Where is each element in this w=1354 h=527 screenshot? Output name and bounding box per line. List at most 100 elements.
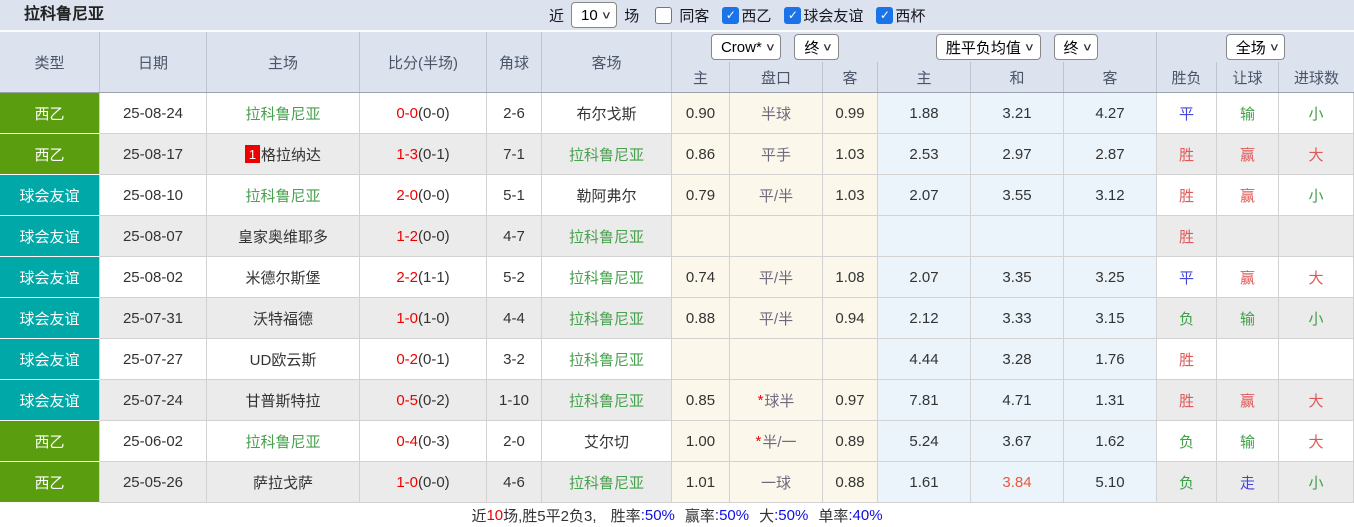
home-team-name: 拉科鲁尼亚: [245, 433, 321, 451]
avg-stage-value: 终: [1063, 39, 1079, 57]
score-halftime: (0-0): [418, 473, 450, 491]
avg-draw-cell: 4.71: [971, 380, 1064, 421]
score-halftime: (0-0): [418, 186, 450, 204]
result-handicap-cell: 走: [1217, 462, 1279, 503]
league-filter-checkbox[interactable]: [722, 6, 740, 24]
corner-cell: 5-1: [487, 175, 542, 216]
score-halftime: (0-3): [418, 432, 450, 450]
team-title: 拉科鲁尼亚: [24, 6, 105, 23]
avg-draw-cell: 3.35: [971, 257, 1064, 298]
chevron-down-icon: ∨: [764, 40, 776, 53]
away-team-cell: 拉科鲁尼亚: [542, 216, 672, 257]
col-header-date: 日期: [100, 32, 207, 92]
subcol-handicap-result: 让球: [1217, 62, 1279, 92]
avg-selects-section: 胜平负均值 ∨ 终 ∨: [878, 32, 1157, 62]
handicap-cell: 平/半: [730, 175, 823, 216]
match-type-cell: 西乙: [0, 462, 100, 503]
recent-count-select[interactable]: 10 ∨: [571, 2, 618, 28]
odds-home-cell: 0.79: [672, 175, 730, 216]
table-row: 西乙 25-08-24 拉科鲁尼亚 0-0 (0-0) 2-6 布尔戈斯 0.90…: [0, 93, 1354, 134]
away-team-cell: 拉科鲁尼亚: [542, 257, 672, 298]
home-team-name: 皇家奥维耶多: [237, 228, 328, 246]
away-team-name: 拉科鲁尼亚: [568, 228, 644, 246]
table-row: 西乙 25-05-26 萨拉戈萨 1-0 (0-0) 4-6 拉科鲁尼亚 1.01…: [0, 462, 1354, 503]
result-wdl-cell: 胜: [1157, 134, 1217, 175]
corner-cell: 2-6: [487, 93, 542, 134]
match-type-cell: 西乙: [0, 93, 100, 134]
date-cell: 25-08-24: [100, 93, 207, 134]
handicap-star: *: [757, 391, 764, 409]
handicap-cell: * 球半: [730, 380, 823, 421]
odds-away-cell: 0.89: [823, 421, 878, 462]
stat-value: :50%: [640, 506, 675, 524]
away-team-cell: 拉科鲁尼亚: [542, 380, 672, 421]
avg-home-cell: 4.44: [878, 339, 971, 380]
league-filter-checkbox[interactable]: [784, 6, 802, 24]
avg-draw-cell: 3.67: [971, 421, 1064, 462]
result-goals-cell: 小: [1279, 175, 1354, 216]
away-team-cell: 拉科鲁尼亚: [542, 298, 672, 339]
subcol-avg-draw: 和: [971, 62, 1064, 92]
home-team-cell: 拉科鲁尼亚: [207, 175, 360, 216]
odds-company-select[interactable]: Crow* ∨: [710, 34, 782, 60]
avg-away-cell: 3.15: [1064, 298, 1157, 339]
home-team-cell: 拉科鲁尼亚: [207, 421, 360, 462]
result-handicap-cell: 输: [1217, 421, 1279, 462]
away-team-cell: 拉科鲁尼亚: [542, 134, 672, 175]
score-fulltime: 1-2: [396, 227, 418, 245]
result-wdl-cell: 负: [1157, 298, 1217, 339]
matches-label: 场: [624, 7, 640, 25]
handicap-cell: 半球: [730, 93, 823, 134]
result-handicap-cell: 赢: [1217, 134, 1279, 175]
match-type-cell: 球会友谊: [0, 216, 100, 257]
odds-home-cell: 0.86: [672, 134, 730, 175]
scope-select-section: 全场 ∨: [1157, 32, 1354, 62]
filter-controls: 近 10∨ 场 同客 西乙 球会友谊 西杯: [549, 0, 925, 30]
subcol-avg-away: 客: [1064, 62, 1157, 92]
subcol-wdl: 胜负: [1157, 62, 1217, 92]
result-goals-cell: [1279, 339, 1354, 380]
avg-home-cell: 2.12: [878, 298, 971, 339]
handicap-text: 平/半: [758, 187, 794, 205]
result-handicap-cell: [1217, 339, 1279, 380]
odds-stage-select[interactable]: 终 ∨: [794, 34, 840, 60]
league-filter-checkbox[interactable]: [876, 6, 894, 24]
home-team-name: 萨拉戈萨: [252, 474, 313, 492]
chevron-down-icon: ∨: [1023, 40, 1035, 53]
match-scope-select[interactable]: 全场 ∨: [1225, 34, 1286, 60]
date-cell: 25-08-10: [100, 175, 207, 216]
avg-home-cell: 2.07: [878, 257, 971, 298]
league-filter: 西乙: [722, 5, 771, 26]
home-team-cell: 甘普斯特拉: [207, 380, 360, 421]
col-header-away: 客场: [542, 32, 672, 92]
odds-away-cell: 0.94: [823, 298, 878, 339]
score-cell: 0-4 (0-3): [360, 421, 487, 462]
score-cell: 0-5 (0-2): [360, 380, 487, 421]
same-away-checkbox[interactable]: [655, 6, 673, 24]
avg-home-cell: 5.24: [878, 421, 971, 462]
subcol-odds-home: 主: [672, 62, 730, 92]
handicap-cell: 平/半: [730, 298, 823, 339]
away-team-name: 拉科鲁尼亚: [568, 310, 644, 328]
avg-stage-select[interactable]: 终 ∨: [1053, 34, 1099, 60]
odds-stage-value: 终: [804, 39, 820, 57]
avg-home-cell: 2.07: [878, 175, 971, 216]
avg-metric-select[interactable]: 胜平负均值 ∨: [935, 34, 1041, 60]
odds-away-cell: 1.08: [823, 257, 878, 298]
away-team-name: 布尔戈斯: [576, 105, 637, 123]
result-handicap-cell: 输: [1217, 298, 1279, 339]
col-header-corner: 角球: [487, 32, 542, 92]
away-team-name: 勒阿弗尔: [576, 187, 637, 205]
result-goals-cell: 大: [1279, 421, 1354, 462]
avg-draw-cell: 2.97: [971, 134, 1064, 175]
corner-cell: 4-7: [487, 216, 542, 257]
score-halftime: (0-2): [418, 391, 450, 409]
match-type-cell: 球会友谊: [0, 380, 100, 421]
score-cell: 1-3 (0-1): [360, 134, 487, 175]
away-team-name: 拉科鲁尼亚: [568, 269, 644, 287]
result-wdl-cell: 胜: [1157, 380, 1217, 421]
result-goals-cell: 大: [1279, 134, 1354, 175]
summary-count: 10: [486, 506, 504, 524]
date-cell: 25-07-27: [100, 339, 207, 380]
odds-home-cell: [672, 339, 730, 380]
